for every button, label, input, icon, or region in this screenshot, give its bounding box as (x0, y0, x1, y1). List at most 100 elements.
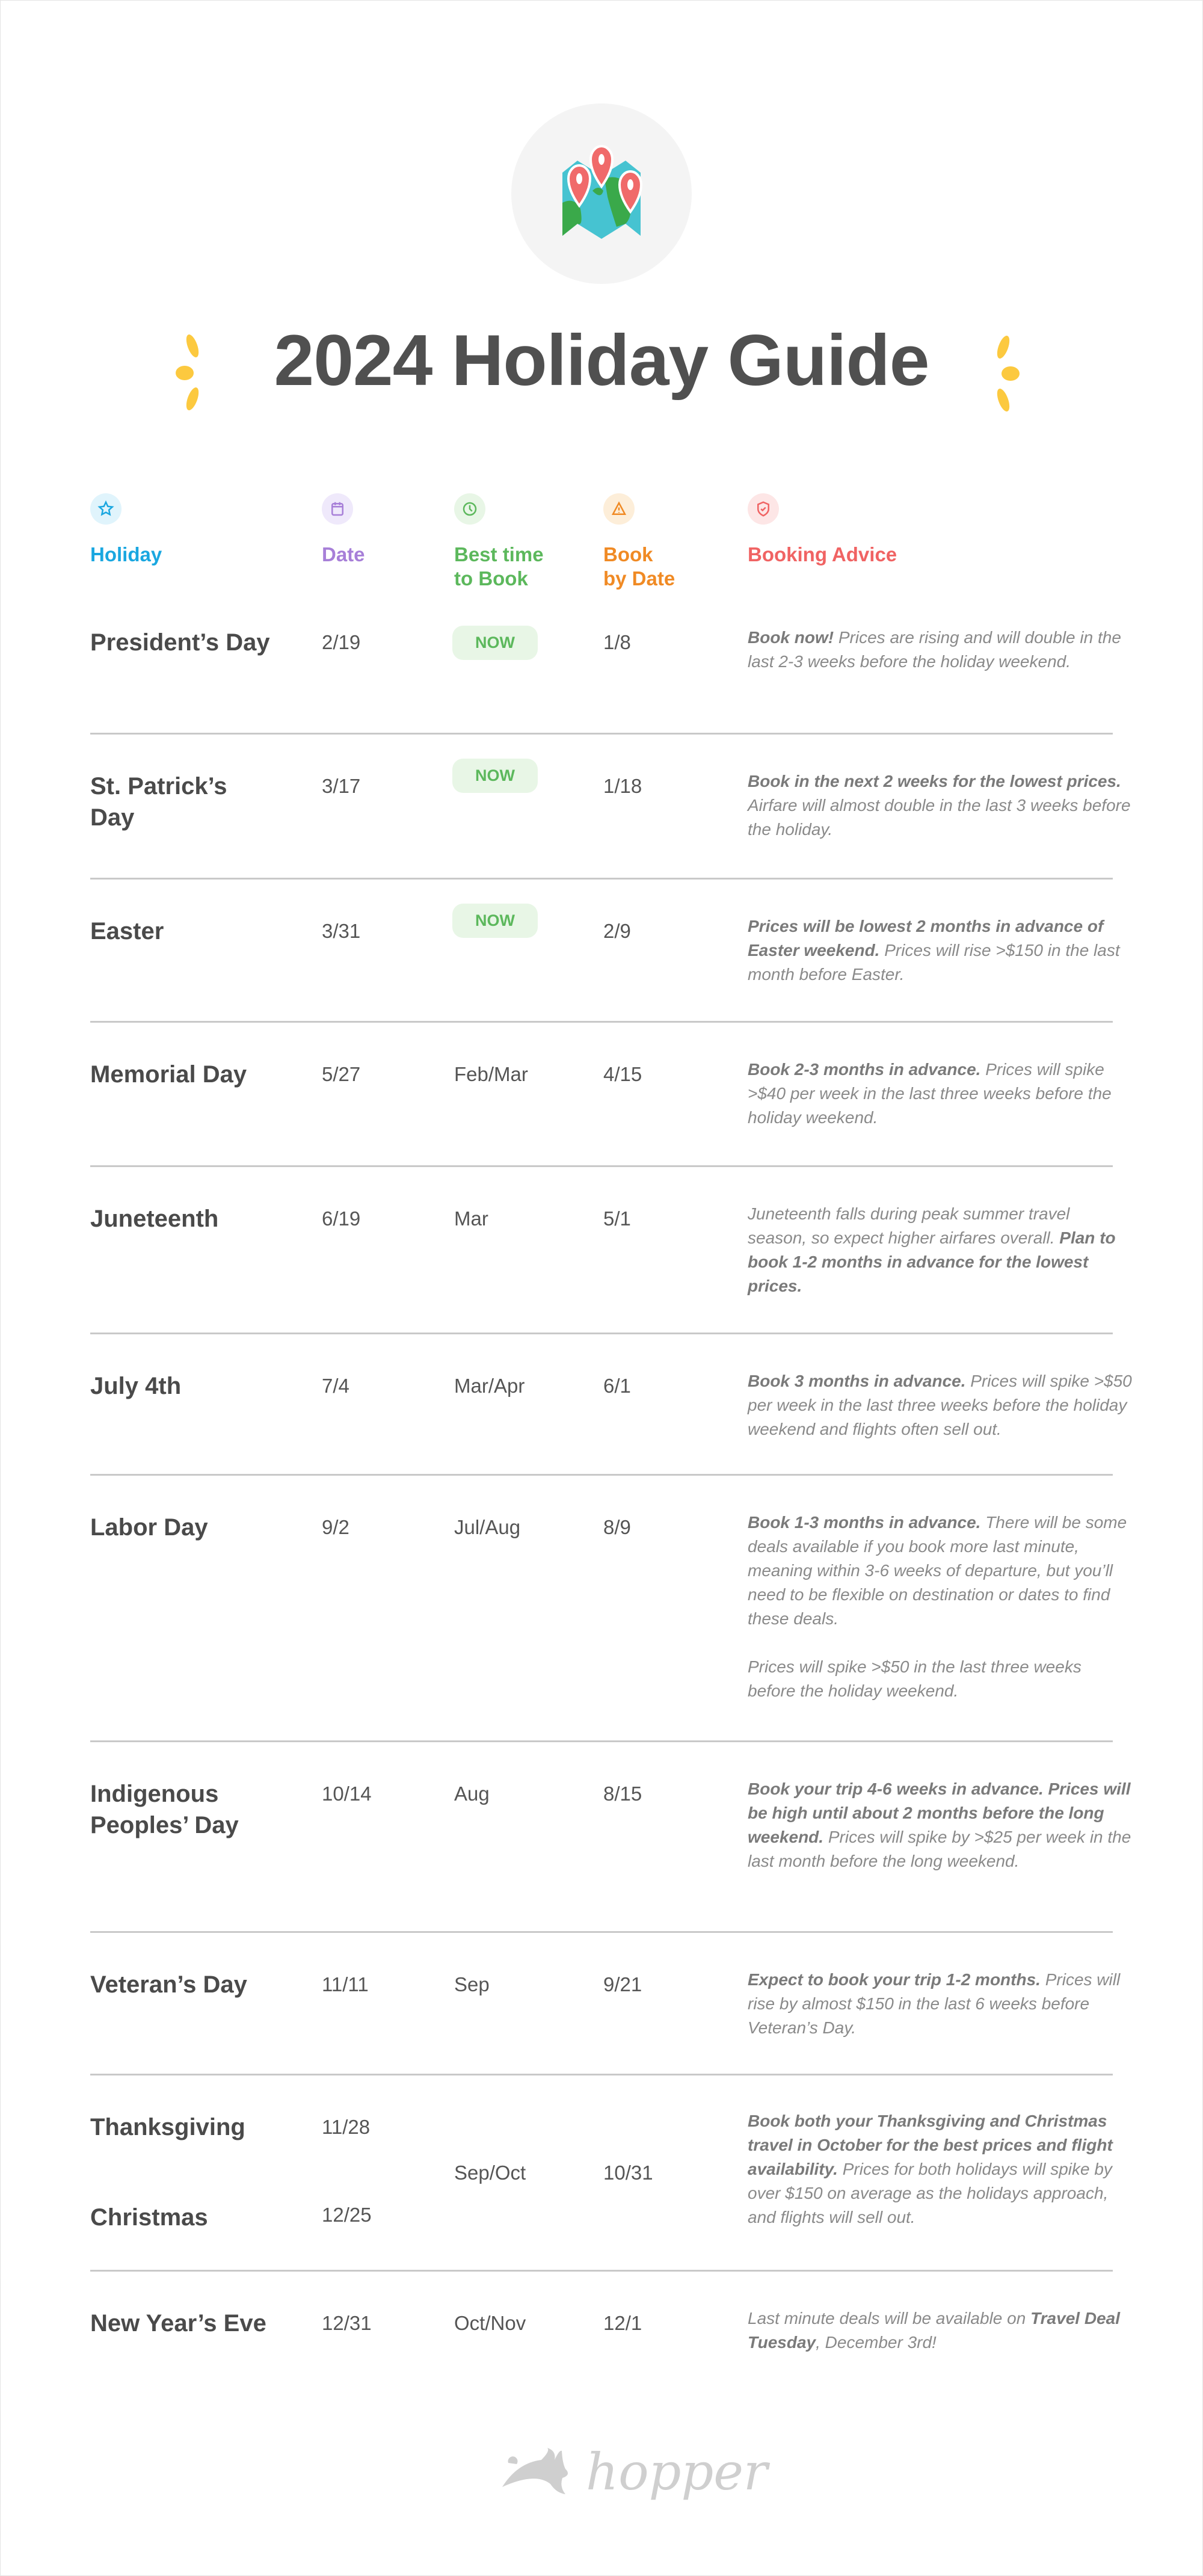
best-time-now-badge: NOW (452, 626, 538, 660)
advice-text: , December 3rd! (816, 2333, 937, 2352)
holiday-name: New Year’s Eve (90, 2310, 266, 2337)
hero-map-illustration (511, 103, 692, 284)
advice-text: Prices will rise >$150 in the last month… (748, 941, 1120, 984)
table-row: Easter 3/31 NOW 2/9 Prices will be lowest 2 … (90, 880, 1120, 1023)
clock-icon (454, 493, 485, 525)
shield-check-icon (748, 493, 779, 525)
sparkle-right-icon (997, 336, 1020, 411)
logo-text: hopper (586, 2442, 768, 2501)
advice-emphasis: Expect to book your trip 1-2 months. (748, 1970, 1041, 1989)
holiday-name: Thanksgiving (90, 2114, 245, 2140)
booking-advice: Book now! Prices are rising and will dou… (748, 626, 1133, 674)
book-by-date: 6/1 (603, 1375, 631, 1397)
advice-text: Airfare will almost double in the last 3… (748, 796, 1131, 839)
advice-text: Prices will rise by almost $150 in the l… (748, 1970, 1121, 2037)
advice-emphasis: Prices will be lowest 2 months in advanc… (748, 917, 1104, 960)
advice-emphasis: Book 2-3 months in advance. (748, 1060, 981, 1079)
book-by-date: 10/31 (603, 2162, 653, 2184)
advice-emphasis: Book 3 months in advance. (748, 1372, 966, 1390)
booking-advice: Expect to book your trip 1-2 months. Pri… (748, 1968, 1133, 2040)
holiday-name: Juneteenth (90, 1206, 219, 1232)
holiday-date: 9/2 (322, 1516, 349, 1538)
advice-emphasis: Book your trip 4-6 weeks in advance. Pri… (748, 1779, 1131, 1846)
holiday-date: 3/17 (322, 775, 361, 797)
booking-advice: Book your trip 4-6 weeks in advance. Pri… (748, 1777, 1133, 1873)
table-row: Veteran’s Day 11/11 Sep 9/21 Expect to book … (90, 1933, 1120, 2075)
best-time-to-book: Sep (454, 1973, 490, 1995)
table-row: Indigenous Peoples’ Day 10/14 Aug 8/15 Book … (90, 1742, 1131, 1933)
holiday-date: 6/19 (322, 1207, 361, 1230)
book-by-date: 4/15 (603, 1063, 642, 1085)
advice-text: Prices will spike >$40 per week in the l… (748, 1060, 1112, 1127)
advice-text: Prices will spike by >$25 per week in th… (748, 1828, 1131, 1870)
page-title: 2024 Holiday Guide (274, 320, 929, 401)
best-time-to-book: Aug (454, 1783, 490, 1805)
holiday-date: 12/25 (322, 2204, 372, 2226)
book-by-date: 1/18 (603, 775, 642, 797)
column-header-holiday: Holiday (90, 493, 162, 567)
best-time-to-book: Mar/Apr (454, 1375, 525, 1397)
table-row: New Year’s Eve 12/31 Oct/Nov 12/1 Last minut… (90, 2272, 1120, 2386)
best-time-to-book: Mar (454, 1207, 488, 1230)
booking-advice: Book 1-3 months in advance. There will b… (748, 1511, 1133, 1703)
booking-advice: Book 3 months in advance. Prices will sp… (748, 1369, 1133, 1441)
booking-advice: Book in the next 2 weeks for the lowest … (748, 769, 1133, 842)
table-row: Thanksgiving 11/28 Christmas 12/25 Sep/Oct 10… (90, 2075, 1113, 2272)
header-label: Date (322, 543, 365, 565)
book-by-date: 1/8 (603, 631, 631, 653)
booking-advice: Book both your Thanksgiving and Christma… (748, 2109, 1133, 2229)
column-header-book-by: Book by Date (603, 493, 675, 591)
advice-text: There will be some deals available if yo… (748, 1513, 1127, 1700)
book-by-date: 5/1 (603, 1207, 631, 1230)
book-by-date: 2/9 (603, 920, 631, 942)
advice-text: Juneteenth falls during peak summer trav… (748, 1204, 1070, 1247)
column-header-advice: Booking Advice (748, 493, 897, 567)
best-time-to-book: Feb/Mar (454, 1063, 528, 1085)
holiday-name: July 4th (90, 1373, 182, 1399)
advice-emphasis: Plan to book 1-2 months in advance for t… (748, 1228, 1116, 1295)
best-time-to-book: Jul/Aug (454, 1516, 521, 1538)
holiday-name: Veteran’s Day (90, 1971, 247, 1998)
holiday-date: 3/31 (322, 920, 361, 942)
map-pins-icon (562, 145, 643, 239)
holiday-date: 7/4 (322, 1375, 349, 1397)
rabbit-icon (502, 2448, 568, 2494)
advice-emphasis: Book 1-3 months in advance. (748, 1513, 981, 1532)
advice-text: Last minute deals will be available on (748, 2309, 1031, 2328)
warning-icon (603, 493, 635, 525)
advice-text: Prices for both holidays will spike by o… (748, 2160, 1112, 2226)
book-by-date: 12/1 (603, 2312, 642, 2334)
holiday-name: Christmas (90, 2204, 208, 2231)
holiday-name: Memorial Day (90, 1061, 247, 1088)
best-time-to-book: Oct/Nov (454, 2312, 526, 2334)
header-label: Holiday (90, 543, 162, 565)
booking-advice: Prices will be lowest 2 months in advanc… (748, 914, 1133, 987)
holiday-date: 10/14 (322, 1783, 372, 1805)
best-time-to-book: Sep/Oct (454, 2162, 526, 2184)
table-row: Juneteenth 6/19 Mar 5/1 Juneteenth falls dur… (90, 1167, 1116, 1334)
book-by-date: 8/15 (603, 1783, 642, 1805)
holiday-name: St. Patrick’s Day (90, 773, 227, 831)
star-icon (90, 493, 122, 525)
table-row: St. Patrick’s Day 3/17 NOW 1/18 Book in the … (90, 735, 1131, 880)
booking-advice: Book 2-3 months in advance. Prices will … (748, 1058, 1133, 1130)
holiday-name: Indigenous Peoples’ Day (90, 1781, 239, 1838)
booking-advice: Last minute deals will be available on T… (748, 2306, 1133, 2355)
header-label: Booking Advice (748, 543, 897, 565)
column-header-best-time: Best time to Book (454, 493, 544, 591)
booking-advice: Juneteenth falls during peak summer trav… (748, 1202, 1133, 1298)
best-time-now-badge: NOW (452, 904, 538, 938)
calendar-icon (322, 493, 353, 525)
holiday-date: 2/19 (322, 631, 361, 653)
column-header-date: Date (322, 493, 365, 567)
book-by-date: 9/21 (603, 1973, 642, 1995)
holiday-date: 11/11 (322, 1973, 369, 1995)
table-row: President’s Day 2/19 NOW 1/8 Book now! Price… (90, 602, 1121, 735)
holiday-name: President’s Day (90, 629, 270, 656)
holiday-date: 11/28 (322, 2116, 371, 2138)
hopper-logo: hopper (499, 2442, 768, 2501)
advice-text: Prices are rising and will double in the… (748, 628, 1121, 671)
advice-text: Prices will spike >$50 per week in the l… (748, 1372, 1132, 1438)
book-by-date: 8/9 (603, 1516, 631, 1538)
advice-emphasis: Book in the next 2 weeks for the lowest … (748, 772, 1121, 790)
